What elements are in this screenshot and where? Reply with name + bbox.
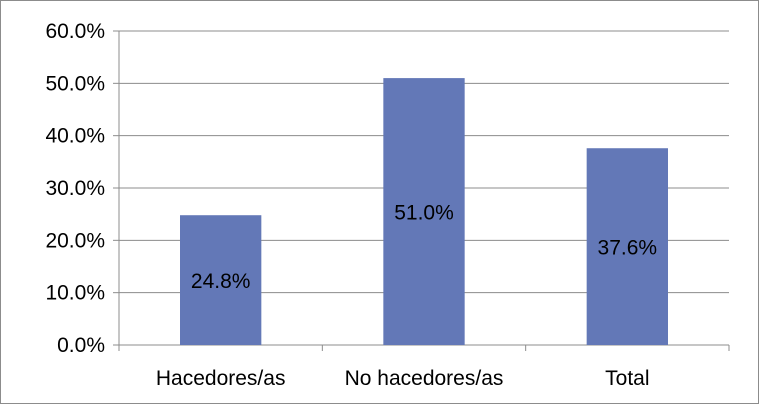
- axes: 0.0% 10.0% 20.0% 30.0% 40.0% 50.0% 60.0%: [45, 20, 730, 357]
- y-tick-label: 20.0%: [45, 229, 105, 252]
- y-tick-label: 10.0%: [45, 282, 105, 305]
- y-tick-label: 50.0%: [45, 72, 105, 95]
- data-label: 51.0%: [394, 202, 454, 225]
- y-tick-label: 30.0%: [45, 177, 105, 200]
- y-tick-label: 0.0%: [57, 334, 105, 357]
- data-label: 37.6%: [598, 237, 658, 260]
- bars: [180, 78, 668, 345]
- bar: [180, 215, 262, 345]
- category-label: No hacedores/as: [345, 367, 504, 390]
- y-tick-label: 60.0%: [45, 20, 105, 43]
- category-label: Total: [605, 367, 649, 390]
- bar: [383, 78, 465, 345]
- category-label: Hacedores/as: [156, 367, 286, 390]
- data-label: 24.8%: [191, 270, 251, 293]
- labels: 24.8% Hacedores/as 51.0% No hacedores/as 37.…: [156, 202, 657, 390]
- y-tick-label: 40.0%: [45, 125, 105, 148]
- bar: [586, 148, 668, 345]
